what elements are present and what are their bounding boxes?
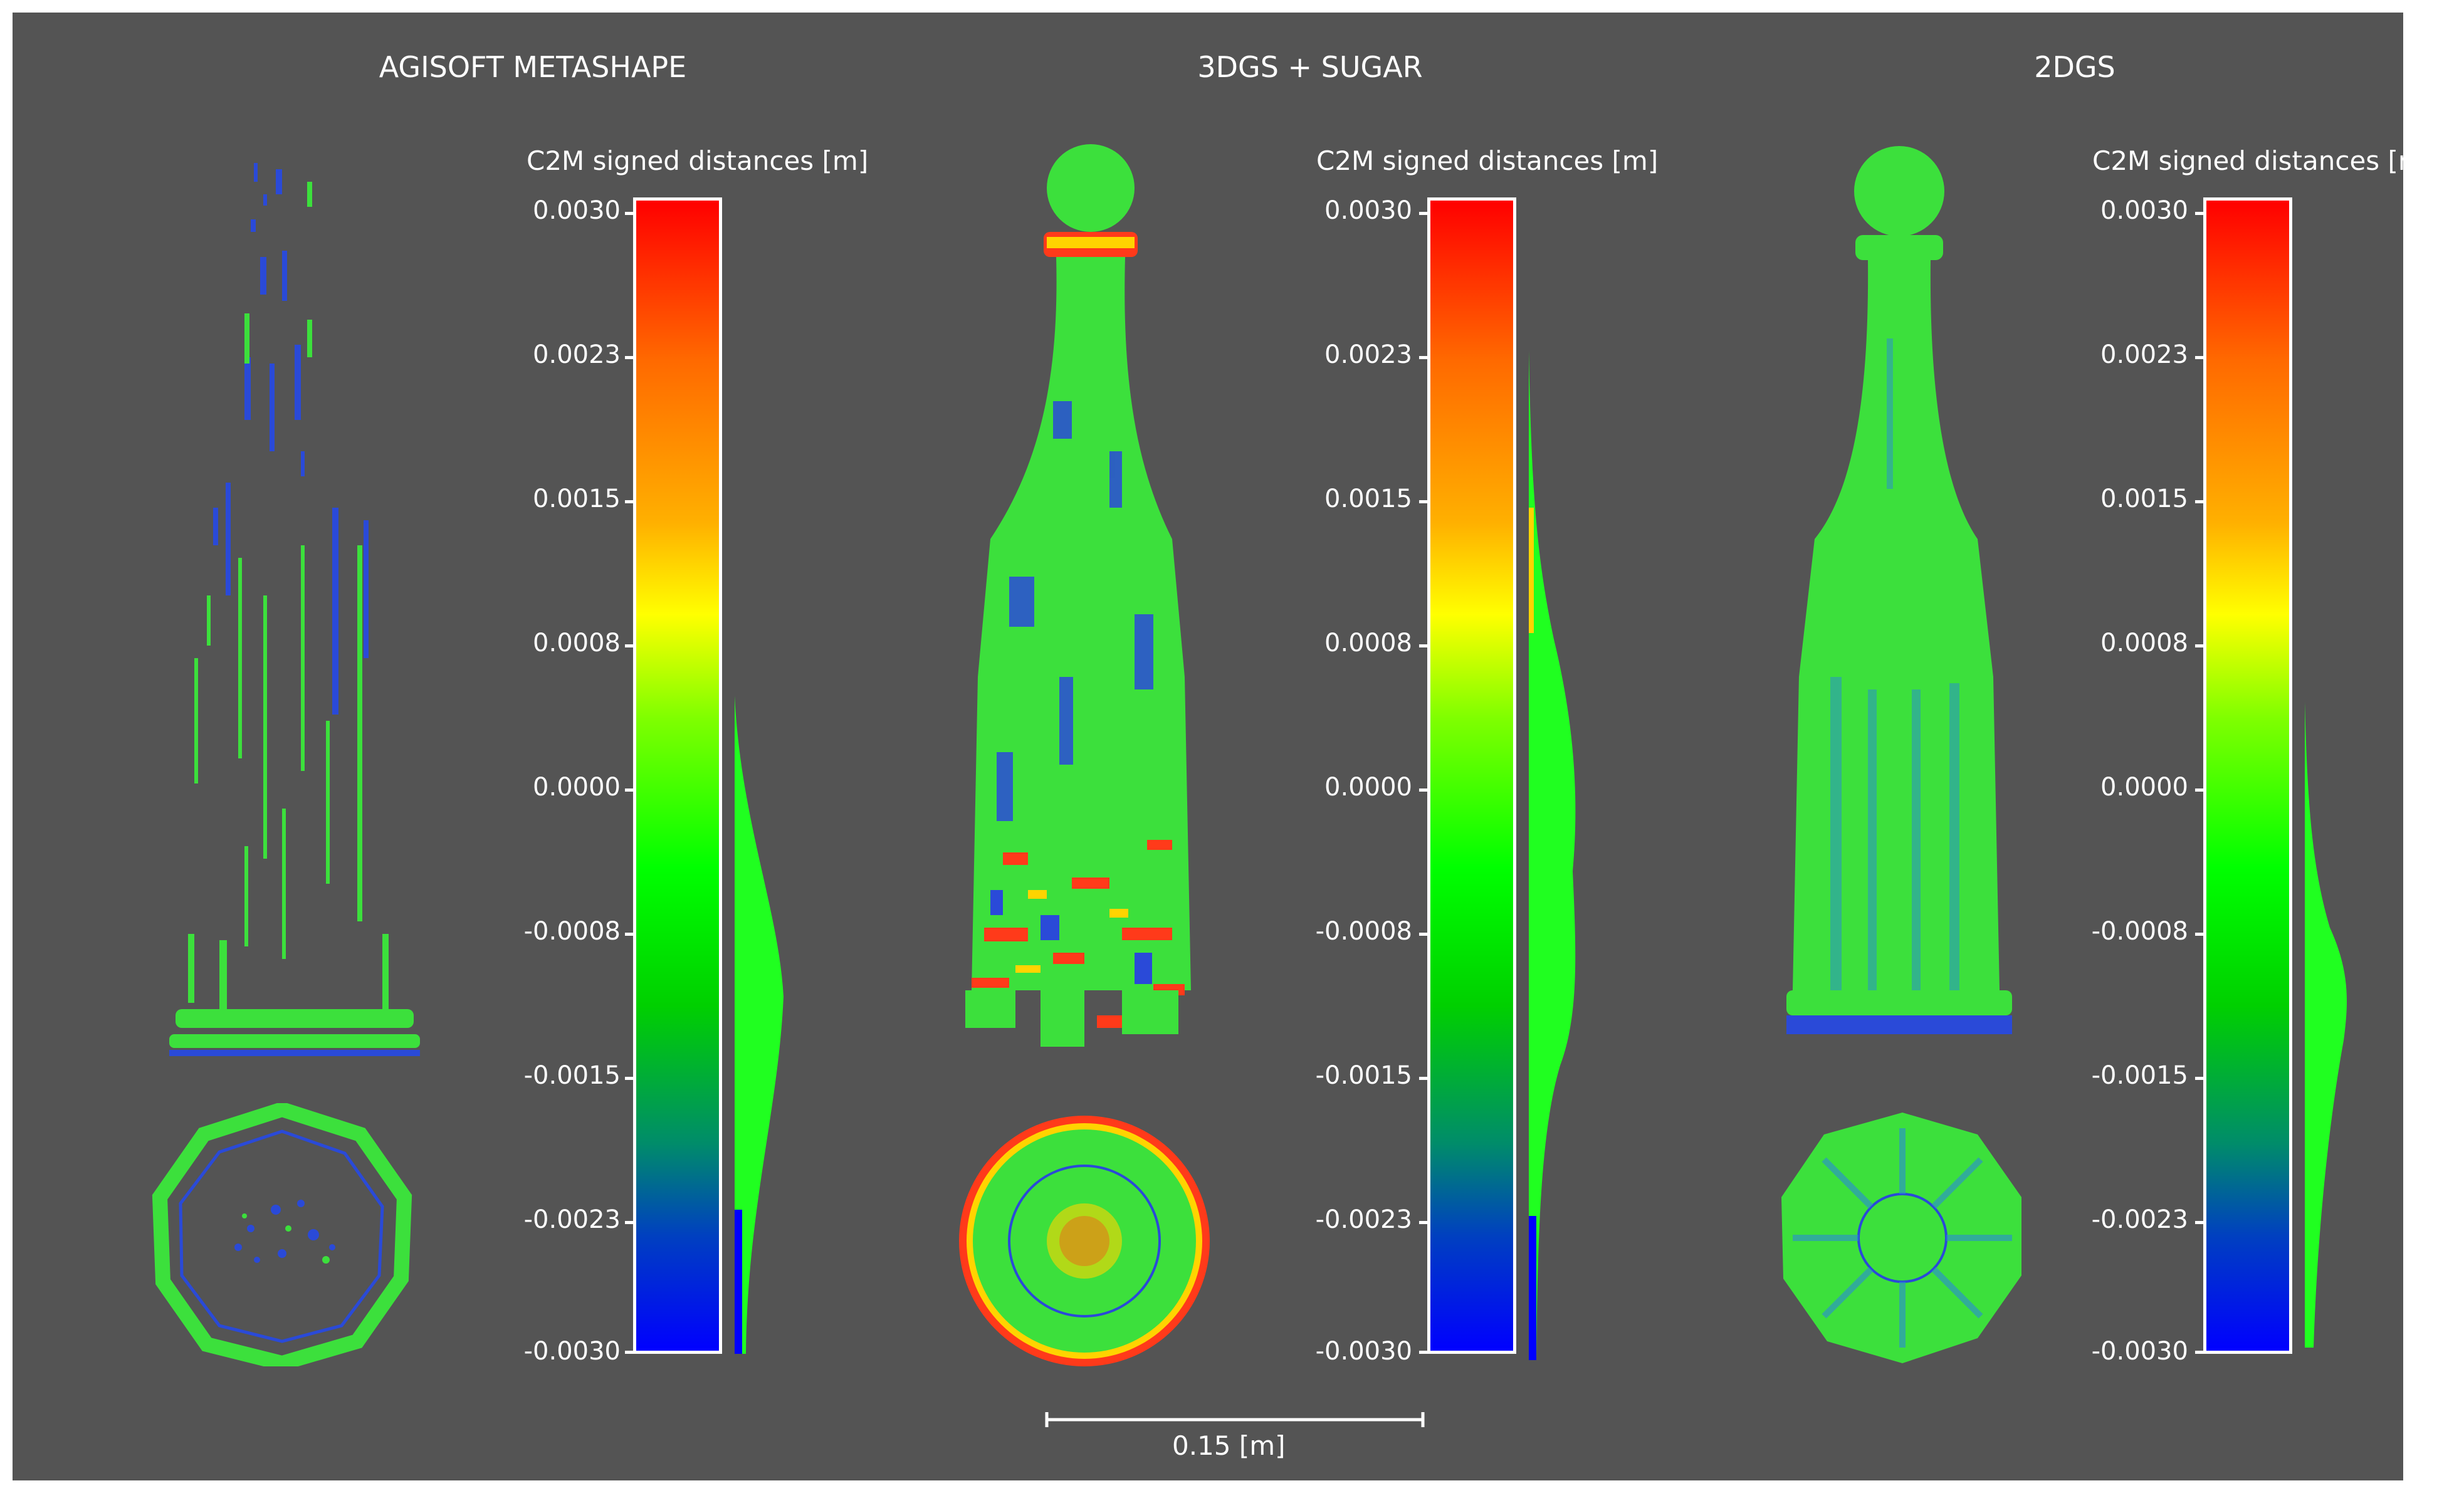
tick-mark-1-3 <box>625 644 634 647</box>
tick-label-2-4: 0.0000 <box>1324 773 1412 802</box>
scale-bar <box>1045 1412 1425 1427</box>
tick-label-1-7: -0.0023 <box>523 1205 621 1234</box>
tick-mark-2-7 <box>1419 1221 1428 1224</box>
tick-mark-1-8 <box>625 1351 634 1354</box>
tick-label-3-0: 0.0030 <box>2100 196 2188 225</box>
tick-label-1-2: 0.0015 <box>533 484 621 513</box>
tick-label-2-6: -0.0015 <box>1315 1061 1412 1090</box>
tick-label-1-3: 0.0008 <box>533 629 621 657</box>
tick-mark-3-4 <box>2195 788 2204 792</box>
tick-mark-3-6 <box>2195 1077 2204 1080</box>
tick-mark-3-5 <box>2195 933 2204 936</box>
tick-label-2-1: 0.0023 <box>1324 340 1412 369</box>
tick-mark-2-0 <box>1419 212 1428 215</box>
tick-mark-1-5 <box>625 933 634 936</box>
colorbar-title-3: C2M signed distances [m] <box>2092 145 2403 176</box>
tick-mark-3-1 <box>2195 356 2204 359</box>
tick-mark-2-3 <box>1419 644 1428 647</box>
figure-canvas: AGISOFT METASHAPE C2M signed distances [… <box>13 13 2403 1480</box>
bottle-side-view-sugar <box>965 144 1191 1047</box>
scale-bar-label: 0.15 [m] <box>1172 1430 1286 1461</box>
panel-title-3dgs-sugar: 3DGS + SUGAR <box>1197 50 1423 84</box>
tick-label-3-4: 0.0000 <box>2100 773 2188 802</box>
bottle-top-view-sugar <box>959 1116 1210 1366</box>
bottle-top-view-metashape <box>152 1103 412 1366</box>
tick-mark-3-7 <box>2195 1221 2204 1224</box>
tick-mark-1-6 <box>625 1077 634 1080</box>
tick-label-2-0: 0.0030 <box>1324 196 1412 225</box>
tick-mark-2-6 <box>1419 1077 1428 1080</box>
tick-label-3-1: 0.0023 <box>2100 340 2188 369</box>
tick-label-1-6: -0.0015 <box>523 1061 621 1090</box>
tick-mark-1-2 <box>625 500 634 503</box>
colorbar-title-2: C2M signed distances [m] <box>1316 145 1659 176</box>
histogram-3 <box>2305 702 2347 1348</box>
tick-label-3-8: -0.0030 <box>2091 1337 2188 1366</box>
tick-mark-3-8 <box>2195 1351 2204 1354</box>
tick-label-1-8: -0.0030 <box>523 1337 621 1366</box>
bottle-side-view-2dgs <box>1786 146 2012 1034</box>
tick-label-2-7: -0.0023 <box>1315 1205 1412 1234</box>
tick-mark-1-0 <box>625 212 634 215</box>
panel-title-2dgs: 2DGS <box>2034 50 2115 84</box>
tick-mark-2-8 <box>1419 1351 1428 1354</box>
tick-label-3-6: -0.0015 <box>2091 1061 2188 1090</box>
tick-label-3-7: -0.0023 <box>2091 1205 2188 1234</box>
tick-label-1-1: 0.0023 <box>533 340 621 369</box>
tick-label-3-2: 0.0015 <box>2100 484 2188 513</box>
colorbar-title-1: C2M signed distances [m] <box>527 145 869 176</box>
tick-mark-3-2 <box>2195 500 2204 503</box>
tick-label-2-3: 0.0008 <box>1324 629 1412 657</box>
tick-label-1-4: 0.0000 <box>533 773 621 802</box>
bottle-top-view-2dgs <box>1781 1113 2021 1363</box>
tick-label-3-3: 0.0008 <box>2100 629 2188 657</box>
colorbar-1 <box>633 197 722 1354</box>
tick-mark-1-4 <box>625 788 634 792</box>
tick-mark-1-7 <box>625 1221 634 1224</box>
tick-label-3-5: -0.0008 <box>2091 917 2188 946</box>
tick-mark-2-4 <box>1419 788 1428 792</box>
tick-mark-3-0 <box>2195 212 2204 215</box>
tick-label-1-5: -0.0008 <box>523 917 621 946</box>
colorbar-3 <box>2203 197 2292 1354</box>
histogram-1 <box>735 696 784 1354</box>
histogram-2 <box>1529 351 1576 1360</box>
tick-mark-3-3 <box>2195 644 2204 647</box>
bottle-side-view-metashape <box>169 163 420 1056</box>
tick-mark-1-1 <box>625 356 634 359</box>
tick-label-2-2: 0.0015 <box>1324 484 1412 513</box>
tick-mark-2-2 <box>1419 500 1428 503</box>
tick-mark-2-5 <box>1419 933 1428 936</box>
panel-title-metashape: AGISOFT METASHAPE <box>379 50 687 84</box>
colorbar-2 <box>1427 197 1516 1354</box>
tick-mark-2-1 <box>1419 356 1428 359</box>
tick-label-2-8: -0.0030 <box>1315 1337 1412 1366</box>
tick-label-1-0: 0.0030 <box>533 196 621 225</box>
tick-label-2-5: -0.0008 <box>1315 917 1412 946</box>
